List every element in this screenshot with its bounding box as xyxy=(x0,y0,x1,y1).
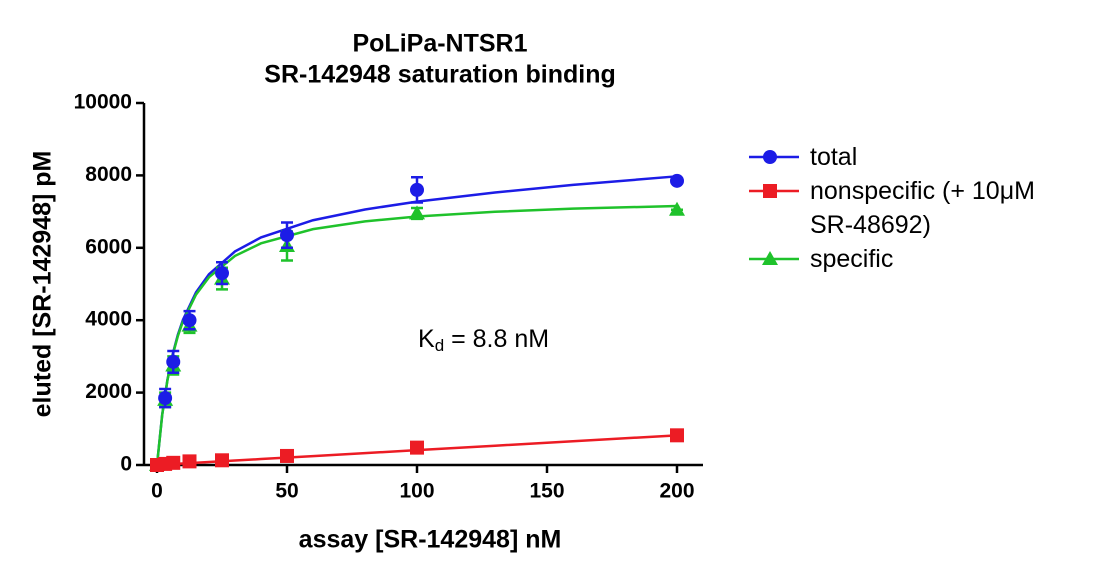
annotation: Kd = 8.8 nM xyxy=(418,325,549,356)
chart-subtitle: SR-142948 saturation binding xyxy=(264,61,615,89)
marker xyxy=(410,182,424,197)
marker xyxy=(410,440,424,455)
marker xyxy=(215,453,229,468)
legend-entry: specific xyxy=(748,242,1080,276)
y-tick-label: 0 xyxy=(120,453,132,476)
legend-swatch xyxy=(749,251,799,265)
marker xyxy=(763,184,777,198)
legend-label: nonspecific (+ 10μM SR-48692) xyxy=(810,177,1035,239)
marker xyxy=(280,228,294,243)
legend-label: total xyxy=(810,143,858,171)
legend-swatch xyxy=(749,184,799,198)
marker xyxy=(763,150,777,164)
annotation-text: = 8.8 nM xyxy=(444,325,549,353)
marker xyxy=(166,455,181,470)
y-tick-label: 4000 xyxy=(85,308,132,331)
fit-curve xyxy=(155,204,678,466)
marker xyxy=(762,251,778,265)
legend-label: specific xyxy=(810,245,894,273)
marker xyxy=(409,205,425,220)
legend: total nonspecific (+ 10μM SR-48692) specif… xyxy=(748,140,1080,276)
x-tick-label: 50 xyxy=(275,480,298,503)
marker xyxy=(215,266,229,281)
y-tick-label: 2000 xyxy=(85,380,132,403)
marker xyxy=(670,428,684,443)
x-tick-label: 100 xyxy=(399,480,434,503)
annotation-subscript: d xyxy=(435,336,444,355)
y-tick-label: 10000 xyxy=(74,91,132,114)
marker xyxy=(158,391,173,406)
x-axis-label: assay [SR-142948] nM xyxy=(299,526,562,554)
y-tick-label: 8000 xyxy=(85,163,132,186)
legend-entry: nonspecific (+ 10μM SR-48692) xyxy=(748,174,1080,242)
legend-swatch xyxy=(749,150,799,164)
legend-entry: total xyxy=(748,140,1080,174)
y-axis-label: eluted [SR-142948] pM xyxy=(29,151,57,418)
marker xyxy=(182,454,197,469)
marker xyxy=(280,448,294,463)
x-tick-label: 0 xyxy=(151,480,163,503)
marker xyxy=(166,354,181,369)
marker xyxy=(670,173,684,188)
marker xyxy=(182,313,197,328)
x-tick-label: 200 xyxy=(659,480,694,503)
x-tick-label: 150 xyxy=(529,480,564,503)
y-tick-label: 6000 xyxy=(85,235,132,258)
chart-title: PoLiPa-NTSR1 xyxy=(352,30,527,58)
marker xyxy=(669,201,685,216)
annotation-symbol: K xyxy=(418,325,435,353)
